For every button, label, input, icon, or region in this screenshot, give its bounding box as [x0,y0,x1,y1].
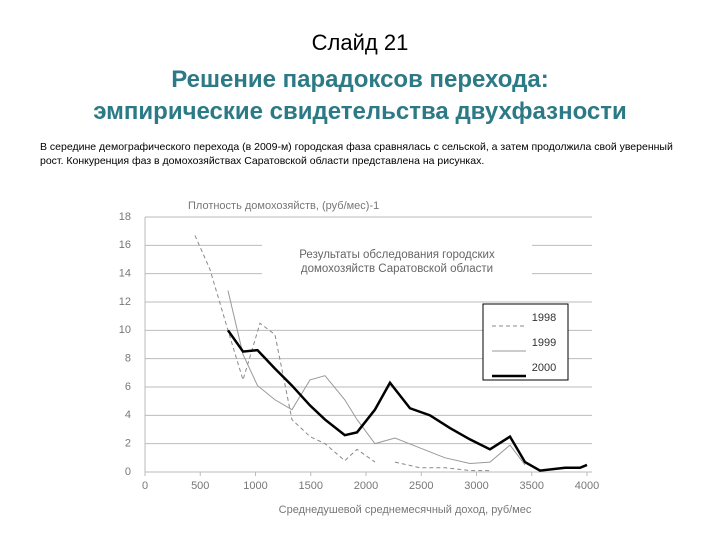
legend-label: 1998 [532,312,556,324]
y-tick-label: 2 [125,438,131,450]
slide-label: Слайд 21 [311,30,409,55]
x-tick-label: 0 [142,480,148,492]
y-axis-title: Плотность домохозяйств, (руб/мес)-1 [188,200,379,212]
legend-label: 2000 [532,362,556,374]
y-tick-label: 18 [119,211,131,223]
series-line [227,290,526,466]
y-tick-label: 8 [125,353,131,365]
slide-title: Решение парадоксов перехода: эмпирически… [0,64,720,128]
y-tick-label: 6 [125,381,131,393]
y-tick-label: 16 [119,239,131,251]
y-tick-label: 12 [119,296,131,308]
legend-box [482,303,569,381]
x-tick-label: 2500 [409,480,433,492]
y-tick-label: 10 [119,324,131,336]
x-axis-title: Среднедушевой среднемесячный доход, руб/… [279,504,532,516]
annotation: Результаты обследования городских [299,249,495,261]
title-line: эмпирические свидетельства двухфазности [93,98,627,125]
series-line [226,329,588,472]
x-tick-label: 1500 [299,480,323,492]
annotation: домохозяйств Саратовской области [301,263,493,275]
x-tick-label: 3000 [464,480,488,492]
x-tick-label: 2000 [354,480,378,492]
y-tick-label: 14 [119,268,131,280]
annotation-bg [262,238,532,276]
slide-text: В середине демографического перехода (в … [40,141,673,167]
x-tick-label: 3500 [520,480,544,492]
x-tick-label: 500 [191,480,209,492]
x-tick-label: 4000 [575,480,599,492]
legend-label: 1999 [532,337,556,349]
y-tick-label: 0 [125,466,131,478]
title-line: Решение парадоксов перехода: [171,66,549,93]
y-tick-label: 4 [125,409,131,421]
x-tick-label: 1000 [243,480,267,492]
